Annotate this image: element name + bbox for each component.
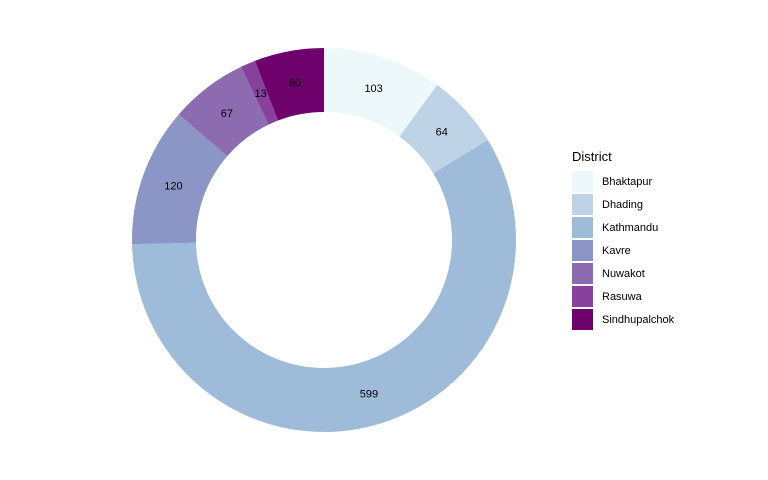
legend-label: Sindhupalchok [602, 313, 675, 326]
legend-label: Kavre [602, 244, 631, 257]
legend-label: Bhaktapur [602, 175, 653, 188]
legend-swatch [572, 194, 593, 215]
slices-group [131, 48, 517, 432]
legend-label: Nuwakot [602, 267, 645, 280]
slice-bhaktapur [324, 48, 438, 137]
legend-swatch [572, 286, 593, 307]
slice-labels-group: 103 64 599 120 67 13 60 [164, 78, 448, 401]
legend-item-kavre: Kavre [572, 239, 674, 262]
legend-item-dhading: Dhading [572, 193, 674, 216]
legend-label: Kathmandu [602, 221, 659, 234]
legend-items: Bhaktapur Dhading Kathmandu Kavre Nuwakot Ras… [572, 170, 674, 331]
legend-swatch [572, 309, 593, 330]
legend-item-bhaktapur: Bhaktapur [572, 170, 674, 193]
legend-item-kathmandu: Kathmandu [572, 216, 674, 239]
legend-swatch [572, 240, 593, 261]
slice-sindhupalchok [255, 48, 324, 121]
legend-swatch [572, 263, 593, 284]
legend-item-nuwakot: Nuwakot [572, 262, 674, 285]
slice-label-kavre: 120 [164, 181, 182, 193]
legend-item-sindhupalchok: Sindhupalchok [572, 308, 674, 331]
legend-swatch [572, 171, 593, 192]
slice-label-bhaktapur: 103 [364, 83, 382, 95]
slice-nuwakot [178, 66, 269, 157]
legend-item-rasuwa: Rasuwa [572, 285, 674, 308]
slice-label-dhading: 64 [436, 127, 448, 139]
slice-label-rasuwa: 13 [255, 88, 267, 100]
slice-kathmandu [132, 139, 517, 432]
legend-label: Dhading [602, 198, 643, 211]
slice-dhading [399, 84, 488, 174]
legend-title: District [572, 149, 612, 164]
slice-rasuwa [240, 60, 279, 125]
slice-label-sindhupalchok: 60 [289, 78, 301, 90]
legend-swatch [572, 217, 593, 238]
slice-label-kathmandu: 599 [360, 389, 378, 401]
slice-kavre [131, 114, 228, 245]
slice-label-nuwakot: 67 [221, 108, 233, 120]
legend: District Bhaktapur Dhading Kathmandu Kavre N… [572, 148, 674, 331]
legend-label: Rasuwa [602, 290, 642, 303]
